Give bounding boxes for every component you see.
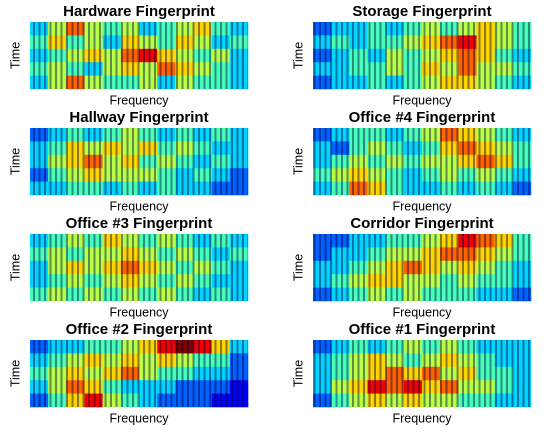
y-axis-label: Time xyxy=(8,254,22,281)
y-axis-label: Time xyxy=(8,148,22,175)
panel-title: Storage Fingerprint xyxy=(352,3,491,20)
y-axis-label: Time xyxy=(291,254,305,281)
panel-title: Corridor Fingerprint xyxy=(350,215,493,232)
y-axis-label: Time xyxy=(291,42,305,69)
stripe-overlay xyxy=(30,340,248,407)
x-axis-label: Frequency xyxy=(392,199,452,213)
panel-title: Hardware Fingerprint xyxy=(63,3,215,20)
x-axis-label: Frequency xyxy=(109,93,169,107)
stripe-overlay xyxy=(30,22,248,89)
y-axis-label: Time xyxy=(8,42,22,69)
panel-title: Hallway Fingerprint xyxy=(69,109,208,126)
x-axis-label: Frequency xyxy=(109,411,169,425)
panel-title: Office #2 Fingerprint xyxy=(66,321,213,338)
stripe-overlay xyxy=(313,128,531,195)
y-axis-label: Time xyxy=(8,360,22,387)
stripe-overlay xyxy=(30,128,248,195)
y-axis-label: Time xyxy=(291,148,305,175)
stripe-overlay xyxy=(313,340,531,407)
x-axis-label: Frequency xyxy=(109,305,169,319)
x-axis-label: Frequency xyxy=(392,411,452,425)
y-axis-label: Time xyxy=(291,360,305,387)
x-axis-label: Frequency xyxy=(109,199,169,213)
panel-title: Office #4 Fingerprint xyxy=(349,109,496,126)
x-axis-label: Frequency xyxy=(392,305,452,319)
panel-title: Office #3 Fingerprint xyxy=(66,215,213,232)
stripe-overlay xyxy=(313,22,531,89)
panel-title: Office #1 Fingerprint xyxy=(349,321,496,338)
stripe-overlay xyxy=(30,234,248,301)
x-axis-label: Frequency xyxy=(392,93,452,107)
stripe-overlay xyxy=(313,234,531,301)
